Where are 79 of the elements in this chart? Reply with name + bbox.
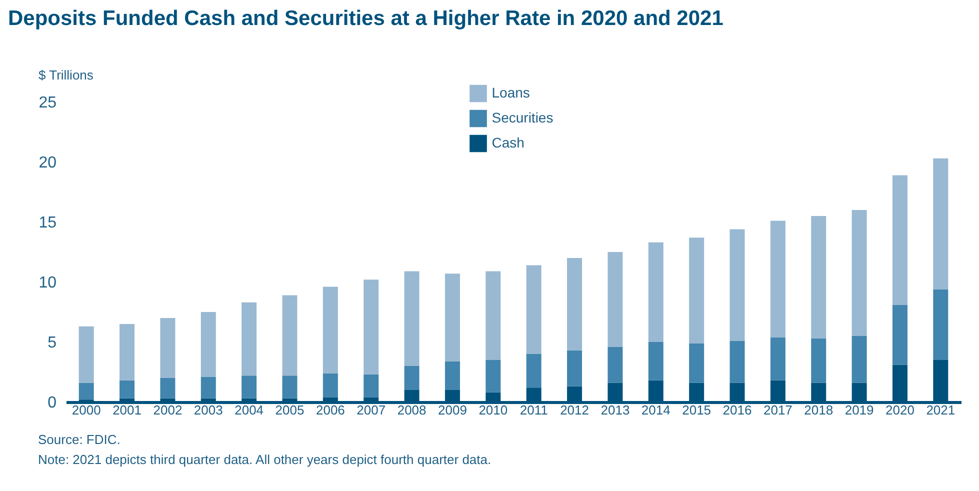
y-tick-label: 15 [38, 214, 57, 232]
bar [933, 158, 948, 290]
bar [567, 350, 582, 386]
x-tick-label: 2010 [478, 402, 508, 418]
y-tick-label: 25 [38, 94, 57, 112]
x-tick-label: 2001 [112, 402, 142, 418]
bar [852, 210, 867, 336]
legend-label: Securities [492, 110, 554, 126]
x-tick-label: 2021 [926, 402, 956, 418]
x-tick-label: 2018 [804, 402, 834, 418]
x-tick-label: 2006 [316, 402, 345, 418]
legend-label: Loans [492, 84, 530, 100]
bar [404, 271, 420, 366]
bar [852, 336, 867, 383]
y-tick-label: 0 [48, 394, 57, 412]
x-tick-label: 2016 [722, 402, 752, 418]
x-tick-label: 2007 [356, 402, 386, 418]
bar [689, 238, 704, 344]
bar [78, 326, 94, 383]
x-tick-label: 2020 [886, 402, 914, 418]
bar [811, 216, 826, 338]
bar [486, 271, 501, 360]
bar [892, 304, 908, 365]
bar [242, 302, 257, 376]
bar [730, 340, 745, 383]
bar [648, 342, 664, 380]
bar [364, 374, 379, 398]
legend-label: Cash [492, 134, 524, 150]
x-tick-label: 2015 [682, 402, 712, 418]
bar [404, 366, 420, 390]
y-axis-title: $ Trillions [38, 68, 94, 82]
bar [770, 220, 786, 338]
bar [120, 380, 135, 398]
source-note: Source: FDIC. [38, 432, 120, 447]
x-tick-label: 2013 [600, 402, 630, 418]
bar [933, 289, 948, 360]
bar [608, 346, 623, 383]
bar [200, 376, 216, 398]
x-tick-label: 2000 [72, 402, 101, 418]
bar [648, 242, 664, 342]
bar [526, 265, 542, 354]
y-tick-label: 5 [48, 334, 57, 352]
bar [526, 354, 542, 388]
x-tick-label: 2012 [560, 402, 589, 418]
bar [689, 343, 704, 383]
bar [444, 274, 460, 362]
x-tick-label: 2008 [397, 402, 426, 418]
bar [364, 280, 379, 374]
bar [160, 318, 176, 378]
bar [242, 376, 257, 398]
x-tick-label: 2009 [438, 402, 467, 418]
bar [78, 382, 94, 400]
x-tick-label: 2003 [194, 402, 223, 418]
x-tick-label: 2002 [153, 402, 182, 418]
text: Note: 2021 depicts third quarter data. All other years depict fourth quarter data. [38, 452, 492, 467]
x-tick-label: 2005 [275, 402, 304, 418]
bar [811, 338, 826, 383]
y-tick-label: 10 [38, 274, 57, 292]
chart-title: Deposits Funded Cash and Securities at a Higher Rate in 2020 and 2021 [8, 7, 724, 30]
bar [730, 229, 745, 341]
bar [282, 295, 298, 376]
bar [200, 312, 216, 377]
bar [608, 252, 623, 347]
bar [322, 373, 338, 398]
x-tick-label: 2019 [844, 402, 874, 418]
x-tick-label: 2014 [641, 402, 670, 418]
bar [770, 337, 786, 380]
bar [892, 175, 908, 305]
bar [486, 360, 501, 392]
bar [444, 361, 460, 390]
bar [120, 324, 135, 380]
x-tick-label: 2004 [234, 402, 264, 418]
y-tick-label: 20 [38, 154, 57, 172]
x-tick-label: 2011 [520, 402, 548, 418]
bar [322, 286, 338, 374]
x-tick-label: 2017 [763, 402, 792, 418]
bar [567, 258, 582, 350]
bar [160, 378, 176, 398]
bar [282, 376, 298, 398]
